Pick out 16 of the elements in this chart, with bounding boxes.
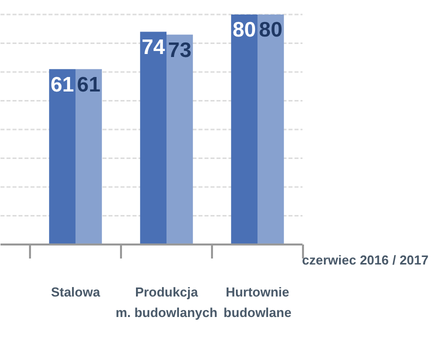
bar: [140, 32, 166, 244]
x-tick-label: Hurtownie budowlane: [224, 284, 292, 320]
bar: [231, 14, 258, 244]
data-label: 80: [259, 18, 282, 42]
bar: [166, 34, 193, 244]
bar: [49, 69, 76, 244]
data-label: 61: [50, 73, 74, 96]
bar: [76, 69, 102, 244]
legend-title: czerwiec 2016 / 2017: [302, 252, 429, 268]
data-label: 80: [232, 18, 256, 42]
data-label: 73: [168, 38, 192, 62]
bar: [258, 14, 284, 244]
data-label: 61: [77, 73, 101, 96]
data-label: 74: [142, 36, 166, 59]
x-tick-label: Produkcja m. budowlanych: [116, 284, 218, 320]
x-tick-label: Stalowa: [50, 284, 101, 300]
